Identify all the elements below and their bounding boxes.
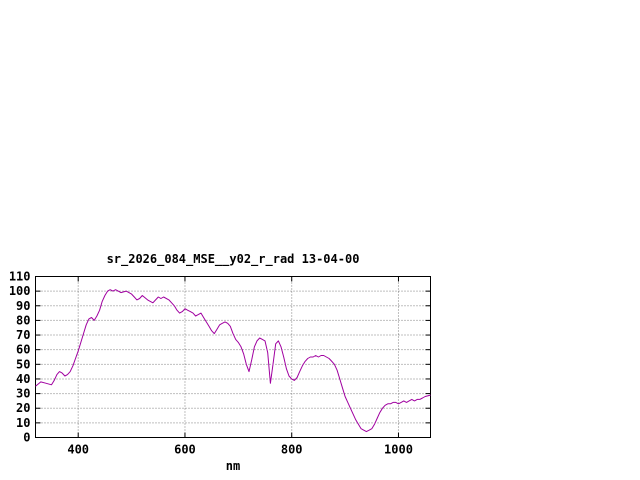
y-tick-label: 80 [16, 313, 30, 327]
x-tick-label: 800 [281, 443, 303, 457]
series-line [35, 289, 431, 433]
y-tick-label: 110 [9, 270, 31, 284]
y-tick-label: 50 [16, 357, 30, 371]
x-tick-label: 600 [174, 443, 196, 457]
y-tick-label: 30 [16, 387, 30, 401]
y-tick-label: 20 [16, 401, 30, 415]
x-tick-label: 1000 [384, 443, 413, 457]
y-tick-label: 70 [16, 328, 30, 342]
y-tick-label: 0 [23, 431, 30, 445]
x-axis-label: nm [225, 459, 241, 473]
y-tick-label: 40 [16, 372, 30, 386]
plot-border [35, 276, 431, 438]
y-tick-label: 100 [9, 284, 31, 298]
y-tick-label: 90 [16, 299, 30, 313]
y-tick-label: 60 [16, 343, 30, 357]
chart-title: sr_2026_084_MSE__y02_r_rad 13-04-00 [106, 252, 360, 266]
y-tick-label: 10 [16, 416, 30, 430]
x-tick-label: 400 [67, 443, 89, 457]
